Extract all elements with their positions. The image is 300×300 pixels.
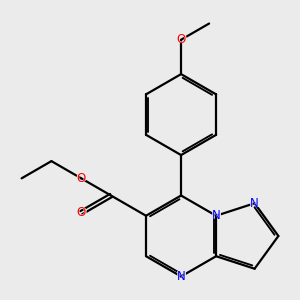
Text: N: N bbox=[176, 270, 187, 283]
Text: O: O bbox=[176, 33, 187, 46]
Text: N: N bbox=[211, 209, 222, 222]
Text: O: O bbox=[76, 172, 87, 185]
Text: O: O bbox=[76, 206, 86, 219]
Text: O: O bbox=[176, 33, 186, 46]
Text: O: O bbox=[76, 206, 87, 219]
Text: N: N bbox=[177, 270, 185, 283]
Text: N: N bbox=[250, 197, 259, 210]
Text: N: N bbox=[249, 197, 260, 210]
Text: O: O bbox=[76, 172, 86, 185]
Text: N: N bbox=[212, 209, 220, 222]
